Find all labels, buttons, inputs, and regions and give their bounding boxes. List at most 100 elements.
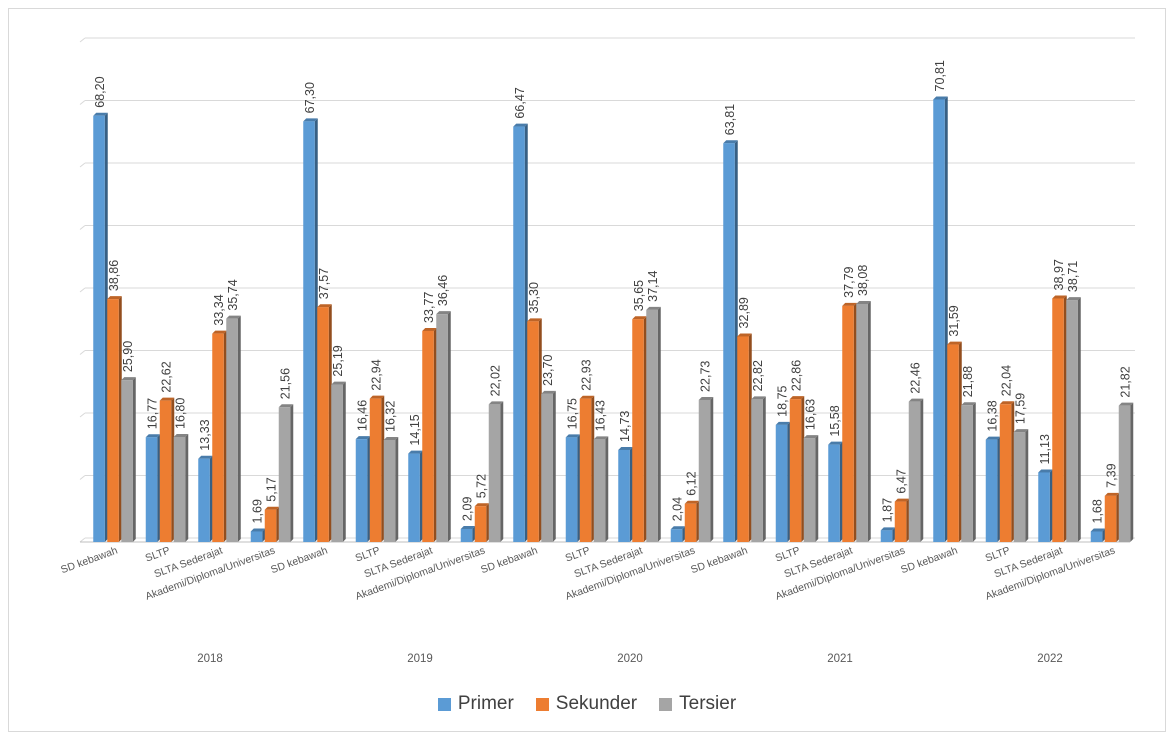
bar-top [618, 446, 633, 450]
bar-side [1049, 469, 1053, 542]
bar-tersier [856, 304, 868, 542]
bar-tersier [226, 318, 238, 542]
data-label: 21,56 [279, 368, 293, 399]
bar-sekunder [632, 319, 644, 542]
bar-primer [198, 458, 210, 542]
bar-top [646, 306, 661, 310]
bar-sekunder [1052, 298, 1064, 542]
legend-label-tersier: Tersier [679, 693, 737, 714]
bar-sekunder [317, 307, 329, 542]
data-label: 22,94 [370, 359, 384, 390]
bar-side [171, 397, 175, 542]
bar-sekunder [369, 398, 382, 542]
bar-top [460, 525, 476, 529]
bar-top [1104, 492, 1120, 496]
bar-top [723, 140, 738, 144]
bar-tersier [698, 399, 711, 542]
bar-top [121, 377, 136, 381]
bar-side [657, 306, 661, 542]
bar-top [751, 396, 766, 400]
data-label: 22,82 [751, 360, 765, 391]
bar-top [303, 118, 318, 122]
bar-sekunder [264, 509, 277, 542]
bar-side [552, 390, 556, 542]
bar-top [264, 506, 280, 510]
data-label: 13,33 [198, 419, 212, 450]
bar-top [198, 455, 213, 459]
year-label: 2019 [407, 653, 433, 665]
bar-side [538, 318, 542, 542]
bar-top [369, 395, 385, 399]
data-label: 16,46 [356, 400, 370, 431]
bar-side [892, 527, 896, 542]
bar-side [591, 395, 595, 542]
year-label: 2018 [197, 653, 223, 665]
data-label: 6,12 [685, 471, 699, 495]
bar-side [577, 434, 581, 542]
bar-tersier [751, 399, 763, 542]
bar-tersier [1118, 405, 1131, 542]
bar-top [856, 301, 871, 304]
bar-top [250, 528, 266, 532]
gridline-tick [79, 537, 86, 543]
data-label: 2,09 [461, 497, 475, 521]
data-label: 31,59 [947, 305, 961, 336]
legend-swatch-primer [437, 697, 451, 711]
data-label: 33,34 [212, 294, 226, 325]
bar-top [565, 434, 581, 438]
data-label: 37,14 [646, 271, 660, 302]
bar-sekunder [527, 321, 539, 542]
bar-top [278, 404, 294, 408]
bar-side [223, 330, 227, 542]
bar-tersier [593, 439, 606, 542]
legend-swatch-sekunder [535, 697, 549, 711]
data-label: 11,13 [1038, 434, 1052, 464]
bar-top [632, 316, 647, 320]
bar-tersier [1013, 432, 1026, 542]
bar-side [605, 436, 609, 542]
bar-side [1130, 402, 1134, 542]
bar-tersier [961, 405, 973, 542]
data-label: 17,59 [1014, 393, 1028, 424]
gridline-tick [79, 37, 86, 43]
bar-side [314, 118, 318, 542]
bar-tersier [1066, 300, 1078, 542]
bar-side [853, 302, 857, 542]
bar-sekunder [789, 399, 802, 542]
gridline-tick [79, 287, 86, 293]
bar-top [579, 395, 595, 399]
bar-side [395, 437, 399, 542]
bar-top [488, 401, 504, 405]
data-label: 16,63 [804, 399, 818, 430]
bar-side [734, 140, 738, 542]
data-label: 25,19 [331, 345, 345, 376]
bar-top [999, 401, 1015, 405]
bar-tersier [541, 393, 553, 542]
data-label: 1,69 [251, 499, 265, 523]
bar-top [985, 436, 1001, 440]
data-label: 66,47 [513, 87, 527, 118]
bar-primer [670, 529, 683, 542]
bar-primer [93, 115, 105, 542]
bar-side [500, 401, 504, 542]
bar-top [145, 434, 161, 438]
bar-primer [565, 437, 578, 542]
gridline-tick [79, 162, 86, 168]
bar-side [1077, 297, 1081, 542]
category-label: SLTP [564, 545, 592, 565]
category-label: SLTP [774, 545, 802, 565]
data-label: 38,08 [856, 265, 870, 296]
bar-primer [303, 121, 315, 542]
bar-top [789, 396, 805, 400]
bar-top [933, 96, 948, 100]
bar-side [839, 441, 843, 542]
bar-side [906, 498, 910, 542]
bar-side [762, 396, 766, 542]
bar-sekunder [947, 344, 959, 542]
bar-side [486, 503, 490, 542]
data-label: 21,82 [1119, 366, 1133, 397]
bar-side [748, 333, 752, 542]
data-label: 18,75 [776, 385, 790, 416]
bar-side [1116, 492, 1120, 542]
data-label: 35,74 [226, 279, 240, 310]
